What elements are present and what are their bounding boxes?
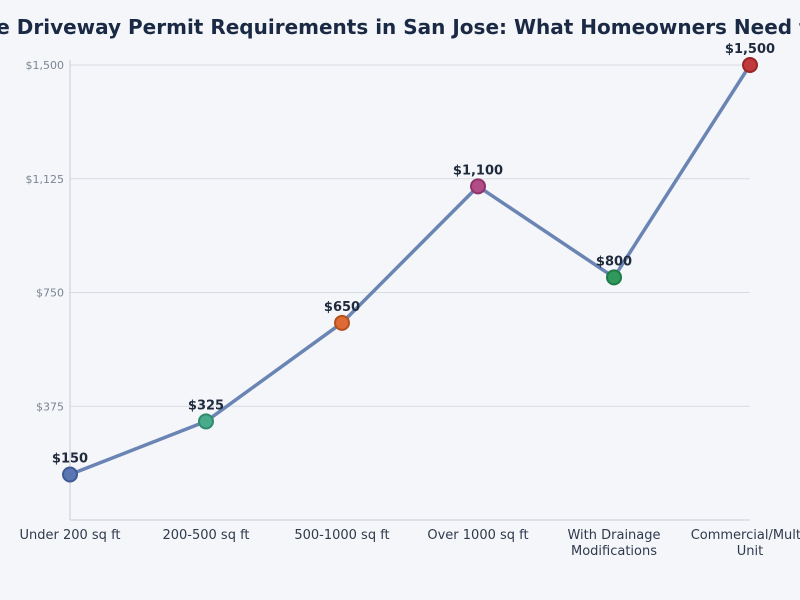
data-label: $1,500 — [725, 42, 775, 57]
data-point — [62, 466, 78, 483]
data-label: $150 — [52, 452, 88, 467]
gridlines — [70, 64, 750, 407]
y-tick-label: $1,125 — [26, 173, 65, 186]
data-point — [742, 57, 758, 73]
data-point — [334, 314, 350, 331]
y-tick-label: $375 — [36, 400, 64, 413]
y-tick-label: $750 — [36, 287, 64, 300]
x-tick-label: Commercial/Multi-Unit — [691, 528, 800, 559]
data-point — [470, 178, 486, 195]
x-tick-label: Over 1000 sq ft — [427, 528, 528, 543]
data-point — [606, 269, 622, 286]
series-line-path — [68, 63, 752, 477]
data-point — [198, 413, 214, 430]
series-line — [68, 63, 752, 477]
data-label: $325 — [188, 398, 224, 413]
data-labels: $150 $325 $650 $1,100 $800 $1,500 — [52, 42, 775, 467]
data-label: $650 — [324, 300, 360, 315]
data-label: $1,100 — [453, 163, 503, 178]
x-tick-label: 500-1000 sq ft — [294, 528, 389, 543]
x-tick-label: With Drainage Modifications — [567, 528, 660, 559]
x-tick-labels: Under 200 sq ft 200-500 sq ft 500-1000 sq … — [19, 528, 800, 559]
y-tick-labels: $375 $750 $1,125 $1,500 — [26, 59, 65, 413]
data-label: $800 — [596, 254, 632, 269]
chart-title: Concrete Driveway Permit Requirements in… — [0, 15, 800, 39]
x-tick-label: Under 200 sq ft — [19, 528, 120, 543]
axes — [69, 60, 750, 521]
data-points — [62, 57, 758, 483]
x-tick-label: 200-500 sq ft — [162, 528, 249, 543]
y-tick-label: $1,500 — [26, 59, 65, 72]
